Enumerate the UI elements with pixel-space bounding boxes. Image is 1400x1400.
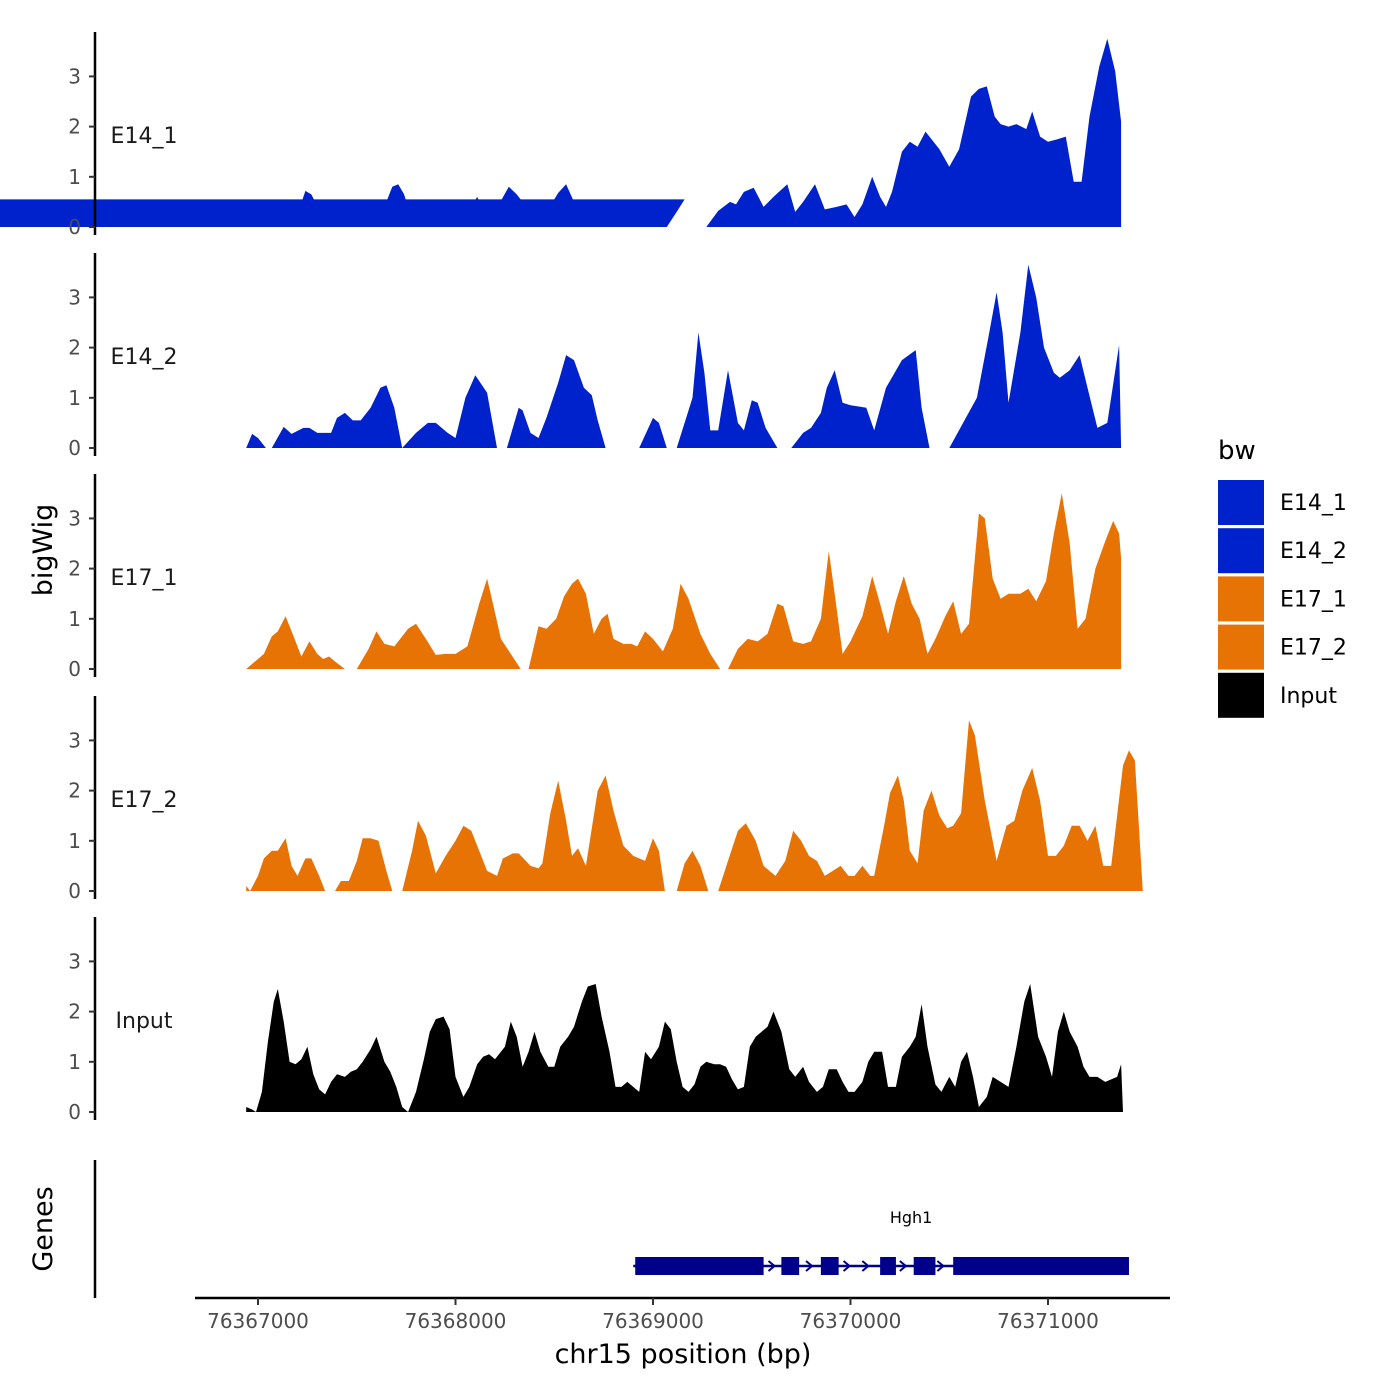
x-tick-label: 76368000 xyxy=(405,1309,507,1333)
legend-title: bw xyxy=(1218,436,1256,466)
coverage-area-E14_2-3 xyxy=(639,417,667,448)
coverage-area-E14_2-5 xyxy=(791,350,930,448)
gene-exon xyxy=(880,1257,896,1275)
legend: bw E14_1 E14_2 E17_1 E17_2 Input xyxy=(1218,436,1347,718)
coverage-area-E14_1-3 xyxy=(0,199,686,227)
gene-exon xyxy=(820,1257,839,1275)
y-tick-label: 1 xyxy=(68,829,81,853)
legend-swatch-Input xyxy=(1218,672,1264,718)
y-tick-label: 0 xyxy=(68,879,81,903)
y-tick-label: 1 xyxy=(68,1050,81,1074)
x-axis: 76367000 76368000 76369000 76370000 76371000 xyxy=(195,1296,1170,1333)
gene-exon xyxy=(635,1257,764,1275)
y-tick-label: 3 xyxy=(68,728,81,752)
strand-arrow xyxy=(899,1260,908,1272)
track-label: Input xyxy=(116,1009,173,1034)
strand-arrow xyxy=(936,1260,945,1272)
track-label: E14_1 xyxy=(111,124,178,149)
coverage-area-E17_2-3 xyxy=(676,850,709,891)
coverage-area-E14_2-2 xyxy=(506,355,606,448)
legend-label-E17_2: E17_2 xyxy=(1280,636,1347,661)
coverage-area-E17_1-2 xyxy=(528,578,721,669)
x-tick-label: 76371000 xyxy=(997,1309,1099,1333)
y-tick-label: 2 xyxy=(68,1000,81,1024)
y-tick-label: 0 xyxy=(68,215,81,239)
y-tick-label: 1 xyxy=(68,165,81,189)
strand-arrow xyxy=(805,1260,814,1272)
legend-swatch-E17_1 xyxy=(1218,576,1264,622)
genes-track: Genes Hgh1 xyxy=(28,1160,1129,1298)
strand-arrow xyxy=(842,1260,852,1272)
legend-swatch-E17_2 xyxy=(1218,624,1264,670)
coverage-area-E14_2-6 xyxy=(949,264,1122,448)
legend-swatch-E14_2 xyxy=(1218,528,1264,574)
coverage-area-E14_2-1 xyxy=(271,375,497,448)
y-tick-label: 1 xyxy=(68,386,81,410)
y-tick-label: 2 xyxy=(68,779,81,803)
y-tick-label: 0 xyxy=(68,436,81,460)
legend-label-E14_2: E14_2 xyxy=(1280,539,1347,564)
track-label: E17_2 xyxy=(111,788,178,813)
strand-arrow xyxy=(861,1260,870,1272)
track-E17_2: 0 1 2 3 E17_2 xyxy=(68,696,1143,903)
y-tick-label: 3 xyxy=(68,64,81,88)
strand-arrow xyxy=(767,1260,777,1272)
gene-Hgh1: Hgh1 xyxy=(633,1208,1129,1275)
y-tick-label: 0 xyxy=(68,657,81,681)
coverage-area-E14_1-4 xyxy=(706,38,1122,227)
x-axis-title: chr15 position (bp) xyxy=(555,1339,812,1370)
coverage-area-E17_2-2 xyxy=(402,775,665,891)
y-tick-label: 2 xyxy=(68,557,81,581)
y-tick-label: 2 xyxy=(68,115,81,139)
y-tick-label: 1 xyxy=(68,607,81,631)
x-tick-label: 76369000 xyxy=(602,1309,704,1333)
y-axis-title: bigWig xyxy=(28,504,59,597)
coverage-area-E14_2-4 xyxy=(676,332,778,448)
y-tick-label: 3 xyxy=(68,506,81,530)
coverage-area-E17_2-0 xyxy=(246,838,326,891)
coverage-area-Input-0 xyxy=(246,984,1123,1112)
track-label: E17_1 xyxy=(111,566,178,591)
coverage-area-E17_1-3 xyxy=(728,493,1122,669)
track-E14_2: 0 1 2 3 E14_2 xyxy=(68,253,1122,460)
coverage-area-E17_2-4 xyxy=(718,720,1143,891)
gene-exon xyxy=(781,1257,800,1275)
legend-label-E17_1: E17_1 xyxy=(1280,587,1347,612)
legend-swatch-E14_1 xyxy=(1218,480,1264,525)
coverage-area-E14_2-0 xyxy=(246,433,266,448)
x-tick-label: 76367000 xyxy=(207,1309,309,1333)
y-tick-label: 3 xyxy=(68,949,81,973)
coverage-area-E17_2-1 xyxy=(335,838,393,891)
y-tick-label: 3 xyxy=(68,285,81,309)
track-E14_1: 0 1 2 3 E14_1 xyxy=(0,32,1122,239)
gene-exon xyxy=(953,1257,1129,1275)
y-tick-label: 0 xyxy=(68,1100,81,1124)
track-E17_1: 0 1 2 3 E17_1 xyxy=(68,474,1122,681)
x-tick-label: 76370000 xyxy=(800,1309,902,1333)
track-Input: 0 1 2 3 Input xyxy=(68,917,1123,1124)
legend-label-E14_1: E14_1 xyxy=(1280,491,1347,516)
gene-exon xyxy=(913,1257,936,1275)
coverage-tracks: 0 1 2 3 E14_1 0 1 2 3 E14_2 0 1 2 3 E17_1 0 1 2 3 E17_2 0 1 2 3… xyxy=(0,32,1143,1124)
genes-track-title: Genes xyxy=(28,1186,59,1271)
y-tick-label: 2 xyxy=(68,336,81,360)
coverage-area-E17_1-1 xyxy=(356,578,521,669)
coverage-area-E17_1-0 xyxy=(246,616,345,669)
track-label: E14_2 xyxy=(111,345,178,370)
gene-label: Hgh1 xyxy=(890,1208,933,1227)
legend-label-Input: Input xyxy=(1280,684,1337,709)
